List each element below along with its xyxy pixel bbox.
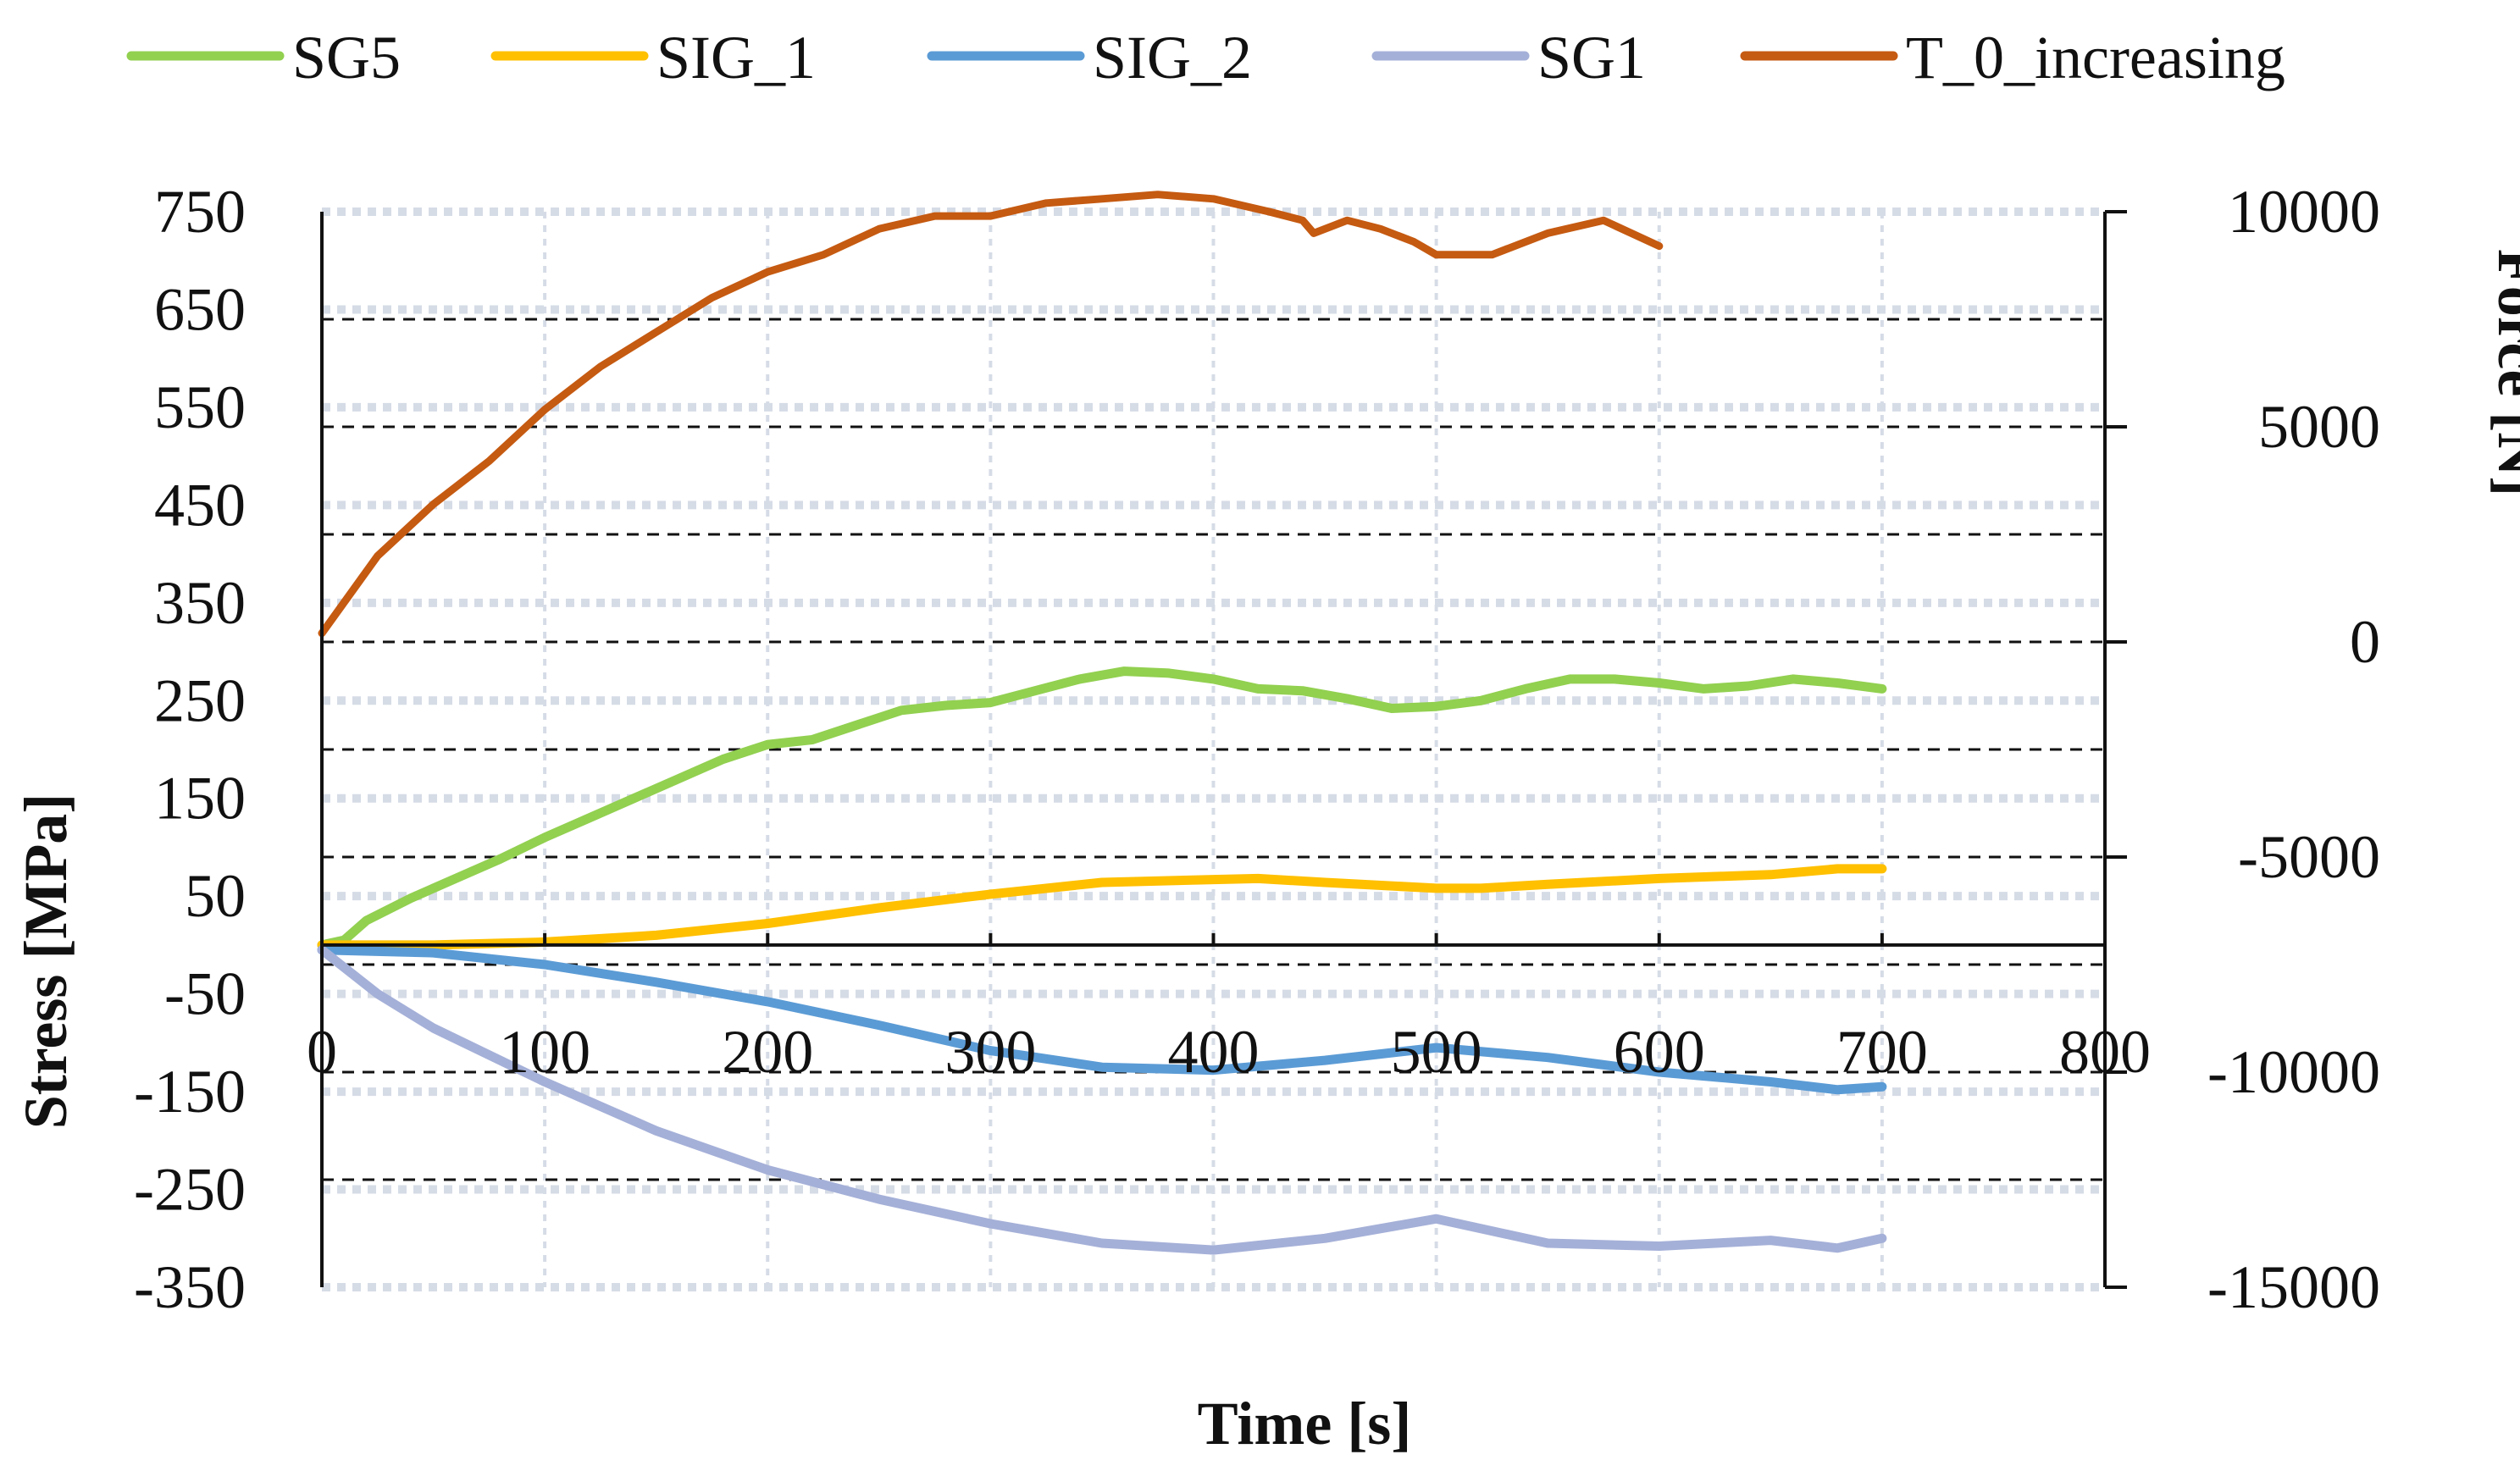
legend-label: SG1 [1537,24,1646,91]
y-tick-label: 250 [154,666,246,734]
grid-lines [322,207,2107,1291]
y2-tick-label: 10000 [2228,178,2380,246]
y-tick-label: -50 [164,960,246,1028]
series-line-sig-1 [317,864,1887,950]
legend-label: SIG_1 [656,24,816,91]
x-tick-label: 700 [1836,1018,1928,1086]
tick-labels: 750 650 550 450 350 250 150 50 -50 -150 -250 -350 0 1… [134,178,2380,1321]
x-tick-label: 300 [944,1018,1036,1086]
x-tick-label: 200 [722,1018,813,1086]
x-tick-label: 800 [2059,1018,2151,1086]
y2-tick-label: 0 [2350,608,2380,676]
y-tick-label: 650 [154,275,246,343]
x-tick-label: 0 [307,1018,337,1086]
series-line-sig-2 [317,945,1887,1095]
y-tick-label: 750 [154,178,246,246]
y2-tick-label: -5000 [2238,823,2380,891]
y-axis-title: Stress [MPa] [12,794,80,1130]
axes [320,210,2127,1289]
legend-label: SG5 [292,24,401,91]
x-tick-label: 400 [1168,1018,1260,1086]
y-tick-label: 450 [154,471,246,539]
y-tick-label: 150 [154,765,246,832]
series-line-t-0-increasing [318,191,1664,638]
x-tick-label: 600 [1614,1018,1705,1086]
y-tick-label: -250 [134,1156,246,1224]
legend-label: SIG_2 [1093,24,1252,91]
series-line-sg5 [317,666,1887,950]
y-tick-label: -350 [134,1253,246,1321]
y-tick-label: 350 [154,569,246,637]
y2-tick-label: -15000 [2207,1253,2380,1321]
y-tick-label: 550 [154,373,246,441]
series-layer [317,191,1887,1255]
series-line-sg1 [317,945,1887,1255]
x-axis-title: Time [s] [1198,1390,1412,1457]
x-tick-label: 500 [1391,1018,1482,1086]
y-tick-label: -150 [134,1058,246,1125]
y2-axis-title: Force [N] [2485,249,2520,497]
y2-tick-label: -10000 [2207,1038,2380,1106]
legend-label: T_0_increasing [1906,24,2285,91]
chart-legend: SG5 SIG_1 SIG_2 SG1 T_0_increasing [126,24,2285,91]
y-tick-label: 50 [185,862,246,930]
y2-tick-label: 5000 [2258,393,2380,461]
x-tick-label: 100 [499,1018,590,1086]
